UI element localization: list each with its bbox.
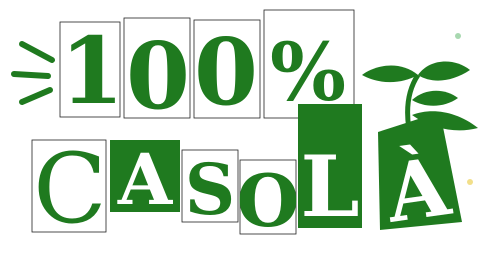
dot [455, 33, 461, 39]
letter: 0 [126, 22, 190, 130]
letter: % [270, 25, 346, 119]
letter: S [185, 148, 236, 231]
logo: 1 0 0 % C A S O L À [0, 0, 496, 261]
letter: 0 [194, 18, 258, 126]
letter: 1 [60, 17, 124, 125]
dot [467, 179, 473, 185]
headline-top: 1 0 0 % [60, 17, 346, 130]
burst [14, 44, 52, 102]
letter: A [117, 138, 174, 221]
letter: O [237, 158, 300, 243]
letter: L [300, 137, 359, 236]
headline-bottom: C A S O L À [33, 133, 456, 245]
letter: C [33, 133, 106, 245]
